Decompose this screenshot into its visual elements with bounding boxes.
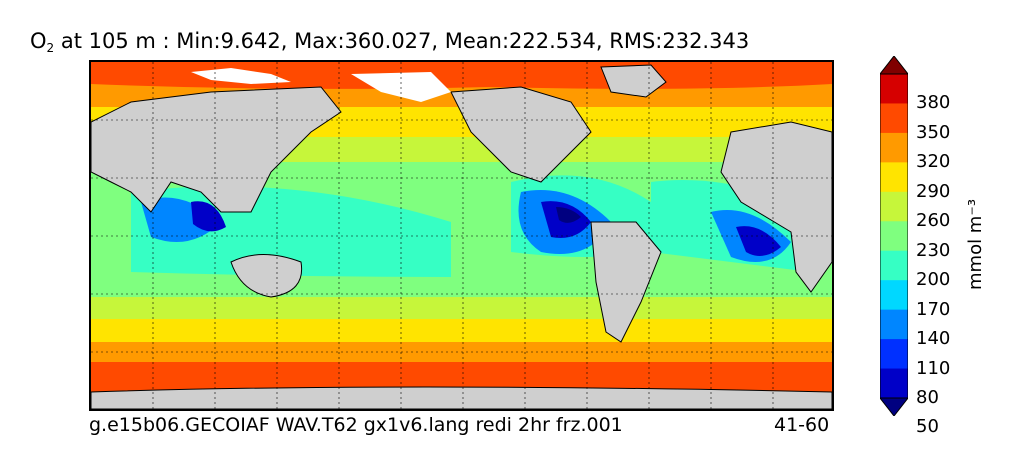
colorbar-tick-label: 140 xyxy=(916,328,951,350)
colorbar-swatch xyxy=(880,74,908,104)
title-sub: 2 xyxy=(46,41,55,55)
colorbar-tick-label: 230 xyxy=(916,239,951,261)
colorbar-tick-label: 110 xyxy=(916,357,951,379)
colorbar-extend-max xyxy=(880,56,908,75)
omz-atlantic-core xyxy=(736,226,781,256)
colorbar-unit: mmol m⁻³ xyxy=(965,198,986,290)
colorbar-swatch xyxy=(880,221,908,252)
sea-ice-siberia xyxy=(191,68,291,84)
colorbar-tick-label: 200 xyxy=(916,269,951,291)
colorbar-tick-label: 290 xyxy=(916,180,951,202)
land-africa-europe xyxy=(720,121,832,293)
land-australia xyxy=(230,254,303,298)
colorbar-swatch xyxy=(880,309,908,340)
colorbar-tick-label: 320 xyxy=(916,151,951,173)
colorbar-swatches xyxy=(880,56,908,416)
colorbar-swatch xyxy=(880,280,908,311)
map-grid xyxy=(91,62,832,409)
colorbar-extend-min xyxy=(880,397,908,416)
colorbar-tick-label: 350 xyxy=(916,121,951,143)
title-var: O xyxy=(30,29,47,53)
band-south-green xyxy=(91,297,832,319)
colorbar-swatch xyxy=(880,191,908,222)
colorbar xyxy=(880,56,908,416)
omz-indian-core xyxy=(191,201,226,232)
omz-pacific-deep xyxy=(556,207,581,223)
colorbar-tick-label: 170 xyxy=(916,298,951,320)
map-svg xyxy=(91,62,832,409)
map-title: O2 at 105 m : Min:9.642, Max:360.027, Me… xyxy=(30,29,749,55)
land-asia xyxy=(91,86,342,213)
colorbar-outline xyxy=(880,73,908,399)
colorbar-swatch xyxy=(880,103,908,134)
title-text: at 105 m : Min:9.642, Max:360.027, Mean:… xyxy=(54,29,750,53)
colorbar-tick-label: 260 xyxy=(916,210,951,232)
land-antarctica xyxy=(91,386,832,409)
colorbar-swatch xyxy=(880,132,908,163)
colorbar-swatch xyxy=(880,250,908,281)
land-north-america xyxy=(450,86,592,183)
colorbar-swatch xyxy=(880,162,908,193)
colorbar-tick-label: 80 xyxy=(916,387,939,408)
ocean-map xyxy=(89,60,834,411)
colorbar-tick-label: 380 xyxy=(916,92,951,114)
colorbar-tick-label: 50 xyxy=(916,416,939,438)
colorbar-swatch xyxy=(880,339,908,370)
colorbar-swatch xyxy=(880,368,908,399)
land-south-america xyxy=(590,221,662,343)
footer-run-name: g.e15b06.GECOIAF WAV.T62 gx1v6.lang redi… xyxy=(89,414,623,436)
land-greenland xyxy=(600,64,667,98)
footer-years: 41-60 xyxy=(774,414,830,436)
